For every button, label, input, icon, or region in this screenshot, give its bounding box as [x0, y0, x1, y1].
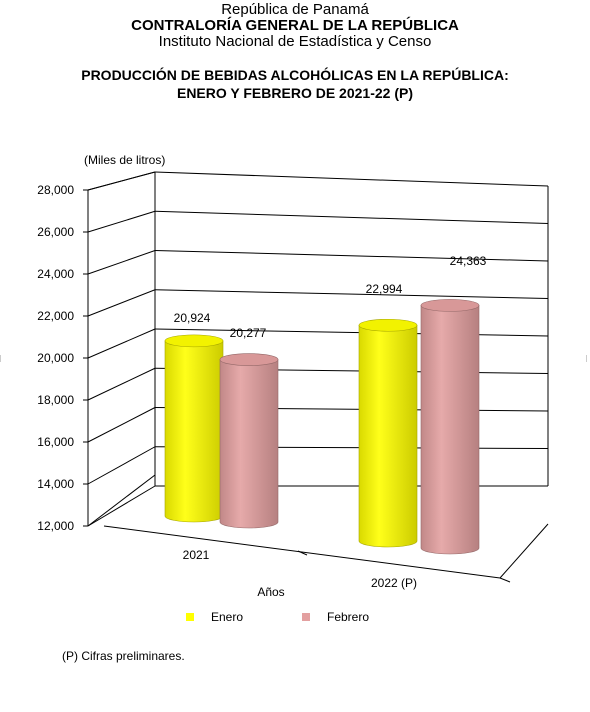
bar-cylinder-febrero-2022P — [420, 305, 480, 555]
country-name: República de Panamá — [221, 1, 369, 18]
institute-name: Instituto Nacional de Estadística y Cens… — [158, 33, 432, 50]
y-tick-label: 16,000 — [37, 435, 74, 449]
gridline-side — [87, 210, 156, 233]
gridline-back — [154, 289, 549, 299]
legend-label-enero: Enero — [211, 610, 244, 624]
gridline-side — [87, 367, 156, 401]
gridline-back — [154, 250, 549, 262]
bar-cylinder-top — [219, 353, 279, 366]
data-label: 20,277 — [230, 326, 267, 340]
floor-right-edge — [499, 523, 549, 579]
legend-item-febrero: Febrero — [302, 610, 369, 624]
x-axis-label: Años — [257, 585, 284, 599]
chart-title: PRODUCCIÓN DE BEBIDAS ALCOHÓLICAS EN LA … — [81, 67, 509, 83]
data-label: 20,924 — [174, 311, 211, 325]
y-tick-label: 26,000 — [37, 225, 74, 239]
y-tick-label: 12,000 — [37, 519, 74, 533]
y-tick-label: 28,000 — [37, 183, 74, 197]
institution-name: CONTRALORÍA GENERAL DE LA REPÚBLICA — [131, 17, 459, 34]
data-label: 22,994 — [366, 282, 403, 296]
gridline-back — [154, 210, 549, 224]
y-axis-unit-label: (Miles de litros) — [84, 153, 166, 167]
bar-cylinder-enero-2021 — [164, 340, 224, 523]
gridline-back — [154, 171, 549, 187]
y-tick-label: 14,000 — [37, 477, 74, 491]
y-tick-label: 22,000 — [37, 309, 74, 323]
gridline-side — [87, 328, 156, 359]
gridline-side — [87, 289, 156, 317]
legend-item-enero: Enero — [186, 610, 243, 624]
legend-swatch-enero — [186, 613, 194, 621]
x-category-tick — [297, 550, 308, 556]
data-label: 24,363 — [450, 254, 487, 268]
footnote: (P) Cifras preliminares. — [62, 649, 185, 663]
gridline-side — [87, 250, 156, 275]
gridline-side — [87, 407, 156, 443]
y-tick-label: 18,000 — [37, 393, 74, 407]
x-tick-label: 2021 — [183, 548, 210, 562]
legend-swatch-febrero — [302, 613, 310, 621]
bar-cylinder-top — [420, 299, 480, 312]
bar-cylinder-top — [358, 318, 418, 332]
chart-subtitle: ENERO Y FEBRERO DE 2021-22 (P) — [176, 85, 413, 101]
y-tick-label: 20,000 — [37, 351, 74, 365]
floor-front-edge — [103, 525, 501, 579]
gridline-back — [154, 328, 549, 337]
bar-cylinder-top — [164, 334, 224, 348]
floor-left-edge — [87, 474, 156, 527]
x-tick-label: 2022 (P) — [371, 576, 417, 590]
bar-cylinder-enero-2022P — [358, 324, 418, 548]
gridline-side — [87, 171, 156, 191]
gridline-side — [87, 446, 156, 485]
y-tick-label: 24,000 — [37, 267, 74, 281]
right-edge-marker — [586, 355, 590, 362]
floor-corner-tick — [499, 577, 511, 583]
bar-cylinder-febrero-2021 — [219, 359, 279, 529]
gridline-side — [87, 485, 156, 527]
left-edge-marker — [0, 355, 4, 362]
legend-label-febrero: Febrero — [327, 610, 370, 624]
